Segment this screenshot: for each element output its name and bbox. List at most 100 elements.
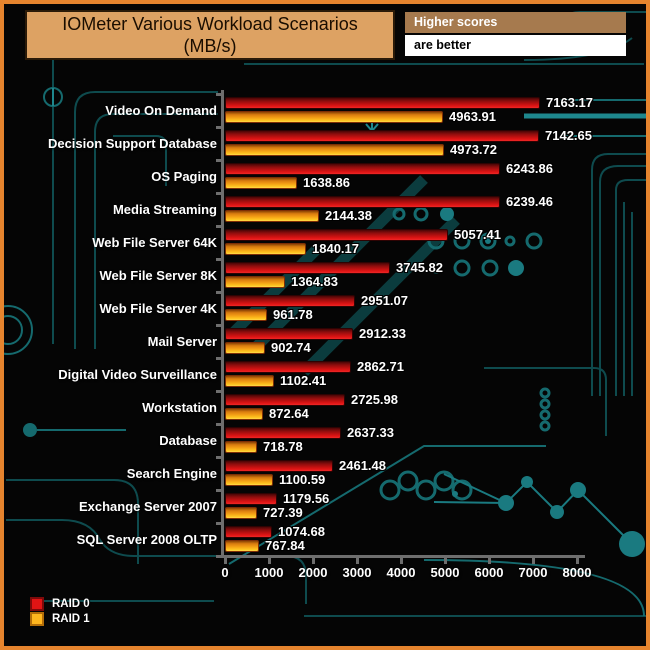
raid1-bar — [225, 408, 263, 420]
category-label: Media Streaming — [112, 202, 217, 217]
raid0-value-label: 2951.07 — [361, 293, 408, 308]
raid1-bar — [225, 210, 319, 222]
legend-swatch-raid0 — [30, 596, 44, 611]
raid1-value-label: 1100.59 — [279, 472, 326, 487]
raid1-bar — [225, 507, 257, 519]
raid1-bar — [225, 144, 444, 156]
raid0-bar — [225, 427, 341, 439]
raid1-bar — [225, 243, 306, 255]
category-label: Video On Demand — [105, 103, 217, 118]
x-axis-tick — [312, 558, 315, 564]
x-tick-label: 4000 — [386, 565, 416, 580]
y-axis-tick — [216, 456, 221, 459]
raid0-value-label: 6243.86 — [506, 161, 553, 176]
category-label: Database — [159, 433, 217, 448]
raid0-bar — [225, 262, 390, 274]
y-axis-tick — [216, 126, 221, 129]
raid1-bar — [225, 177, 297, 189]
category-label: Digital Video Surveillance — [58, 367, 217, 382]
y-axis-tick — [216, 423, 221, 426]
raid0-value-label: 6239.46 — [506, 194, 553, 209]
higher-scores-badge: Higher scores — [405, 12, 626, 33]
y-axis-tick — [216, 159, 221, 162]
raid0-value-label: 1074.68 — [278, 524, 325, 539]
category-label: Exchange Server 2007 — [78, 499, 217, 514]
x-tick-label: 7000 — [518, 565, 548, 580]
raid1-bar — [225, 342, 265, 354]
raid1-value-label: 961.78 — [273, 307, 313, 322]
legend-item: RAID 0 — [30, 596, 90, 611]
x-tick-label: 6000 — [474, 565, 504, 580]
chart-title-box: IOMeter Various Workload Scenarios (MB/s… — [25, 10, 395, 60]
raid1-value-label: 1638.86 — [303, 175, 350, 190]
x-tick-label: 8000 — [562, 565, 592, 580]
raid1-value-label: 718.78 — [263, 439, 303, 454]
x-axis — [219, 555, 585, 558]
raid1-value-label: 4973.72 — [450, 142, 497, 157]
y-axis-tick — [216, 489, 221, 492]
x-tick-label: 5000 — [430, 565, 460, 580]
legend-item: RAID 1 — [30, 611, 90, 626]
y-axis-tick — [216, 555, 221, 558]
category-label: OS Paging — [151, 169, 217, 184]
y-axis-tick — [216, 225, 221, 228]
raid1-bar — [225, 474, 273, 486]
are-better-badge: are better — [405, 35, 626, 56]
plot-area: Video On Demand 7163.17 4963.91 Decision Su… — [4, 4, 646, 646]
y-axis-tick — [216, 93, 221, 96]
raid0-value-label: 2912.33 — [359, 326, 406, 341]
raid1-value-label: 4963.91 — [449, 109, 496, 124]
raid1-bar — [225, 441, 257, 453]
category-label: Mail Server — [147, 334, 217, 349]
x-tick-label: 2000 — [298, 565, 328, 580]
y-axis — [221, 90, 224, 558]
raid0-bar — [225, 196, 500, 208]
raid1-value-label: 1840.17 — [312, 241, 359, 256]
category-label: SQL Server 2008 OLTP — [76, 532, 217, 547]
chart-title-line1: IOMeter Various Workload Scenarios — [62, 14, 358, 34]
category-label: Web File Server 8K — [99, 268, 217, 283]
category-label: Workstation — [142, 400, 217, 415]
y-axis-tick — [216, 192, 221, 195]
raid0-bar — [225, 97, 540, 109]
legend-label: RAID 0 — [52, 597, 90, 610]
raid0-bar — [225, 163, 500, 175]
x-axis-tick — [224, 558, 227, 564]
y-axis-tick — [216, 390, 221, 393]
raid0-bar — [225, 394, 345, 406]
x-axis-tick — [268, 558, 271, 564]
category-label: Decision Support Database — [47, 136, 217, 151]
raid1-bar — [225, 375, 274, 387]
y-axis-tick — [216, 522, 221, 525]
x-tick-label: 1000 — [254, 565, 284, 580]
raid1-value-label: 902.74 — [271, 340, 311, 355]
y-axis-tick — [216, 357, 221, 360]
legend: RAID 0 RAID 1 — [30, 596, 90, 626]
raid1-value-label: 2144.38 — [325, 208, 372, 223]
raid0-value-label: 5057.41 — [454, 227, 501, 242]
raid0-value-label: 2461.48 — [339, 458, 386, 473]
legend-swatch-raid1 — [30, 611, 44, 626]
raid0-value-label: 3745.82 — [396, 260, 443, 275]
y-axis-tick — [216, 324, 221, 327]
x-axis-tick — [576, 558, 579, 564]
raid0-value-label: 2637.33 — [347, 425, 394, 440]
raid1-value-label: 1102.41 — [280, 373, 327, 388]
x-axis-tick — [400, 558, 403, 564]
raid1-bar — [225, 309, 267, 321]
raid0-value-label: 7142.65 — [545, 128, 592, 143]
y-axis-tick — [216, 291, 221, 294]
legend-label: RAID 1 — [52, 612, 90, 625]
category-label: Search Engine — [126, 466, 217, 481]
raid1-value-label: 1364.83 — [291, 274, 338, 289]
raid0-bar — [225, 460, 333, 472]
y-axis-tick — [216, 258, 221, 261]
x-tick-label: 3000 — [342, 565, 372, 580]
raid1-bar — [225, 111, 443, 123]
raid0-bar — [225, 526, 272, 538]
category-label: Web File Server 4K — [99, 301, 217, 316]
x-axis-tick — [488, 558, 491, 564]
raid0-bar — [225, 295, 355, 307]
raid1-value-label: 767.84 — [265, 538, 305, 553]
